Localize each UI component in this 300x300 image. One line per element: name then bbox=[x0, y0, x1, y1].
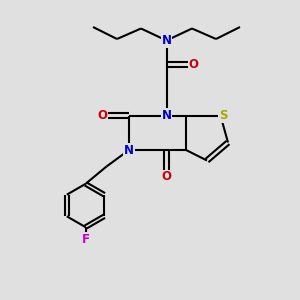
Text: N: N bbox=[124, 143, 134, 157]
Text: F: F bbox=[82, 232, 89, 246]
Text: N: N bbox=[161, 109, 172, 122]
Text: O: O bbox=[97, 109, 107, 122]
Text: O: O bbox=[161, 170, 172, 184]
Text: N: N bbox=[161, 34, 172, 47]
Text: S: S bbox=[219, 109, 228, 122]
Text: O: O bbox=[188, 58, 199, 71]
